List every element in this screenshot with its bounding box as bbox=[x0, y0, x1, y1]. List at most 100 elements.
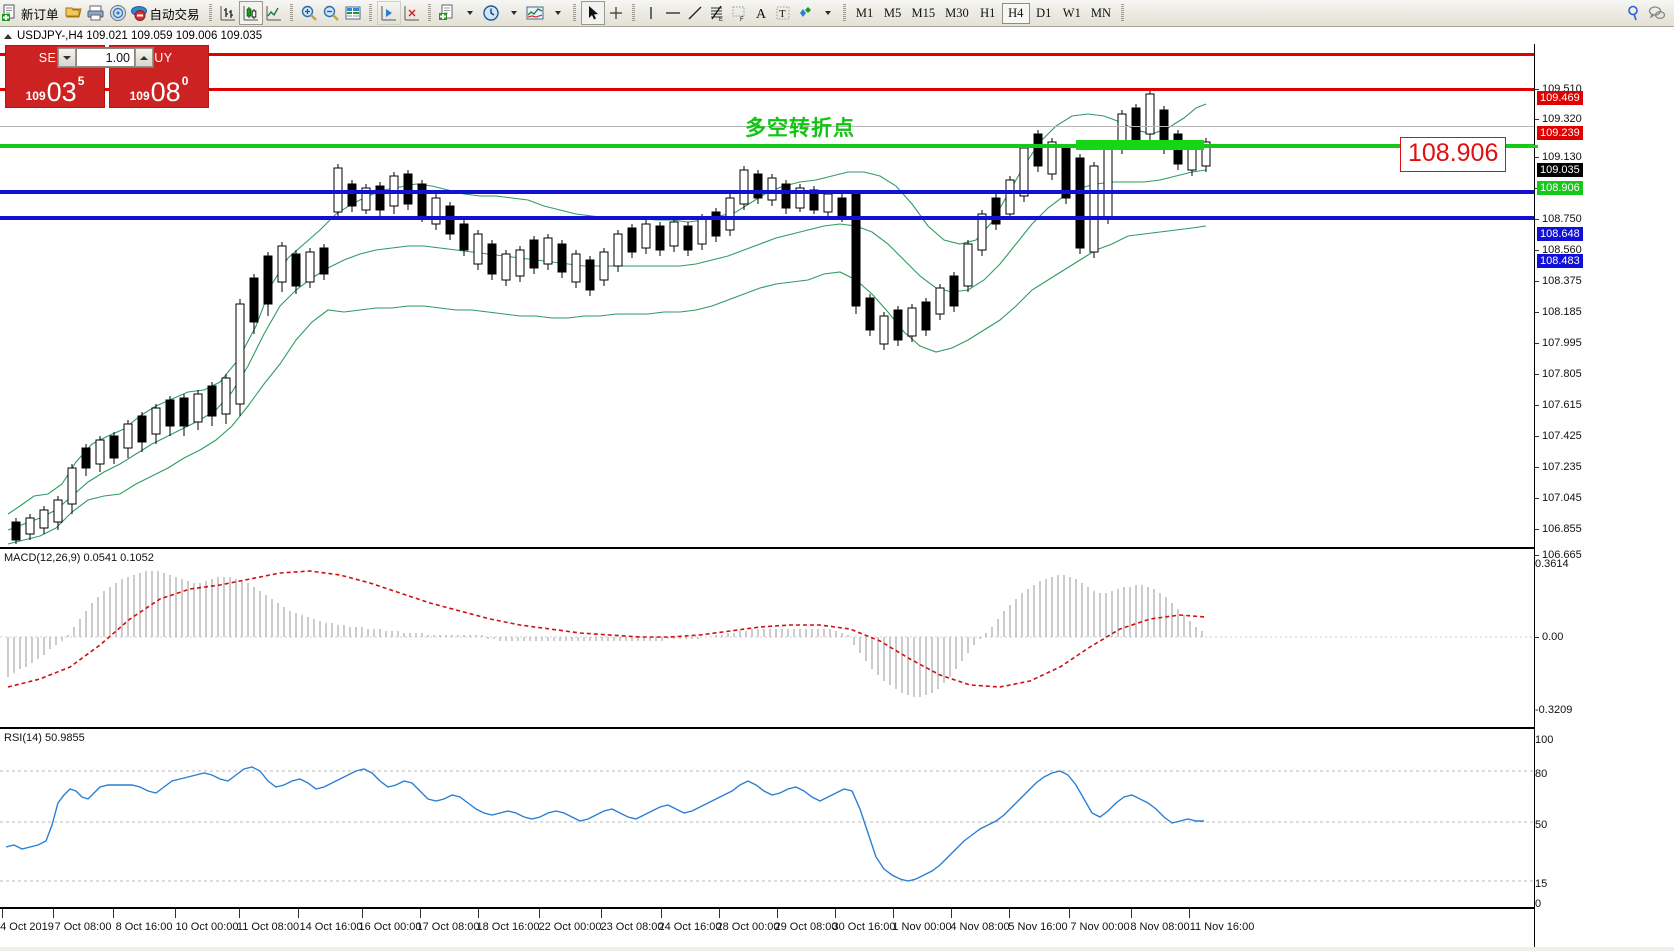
candle bbox=[235, 299, 245, 416]
support-line-1[interactable] bbox=[0, 190, 1534, 194]
templates-dropdown[interactable] bbox=[458, 1, 480, 25]
timeframe-h1[interactable]: H1 bbox=[980, 5, 996, 20]
toolbar-separator bbox=[1119, 3, 1126, 23]
support-2-price[interactable]: 108.483 bbox=[1537, 254, 1583, 268]
rsi-pane[interactable]: RSI(14) 50.9855 bbox=[0, 728, 1534, 908]
resistance-2-price[interactable]: 109.239 bbox=[1537, 126, 1583, 140]
bar-chart-button[interactable] bbox=[217, 1, 239, 25]
toolbar-separator bbox=[207, 3, 214, 23]
text-button[interactable]: T bbox=[772, 1, 794, 25]
timeframe-w1[interactable]: W1 bbox=[1062, 5, 1081, 20]
candle bbox=[1061, 144, 1071, 204]
resistance-line-1[interactable] bbox=[0, 53, 1534, 56]
cursor-button[interactable] bbox=[580, 1, 605, 25]
timeframe-mn[interactable]: MN bbox=[1090, 5, 1111, 20]
trendline-button[interactable] bbox=[684, 1, 706, 25]
search-button[interactable] bbox=[1624, 1, 1646, 25]
indicators-button[interactable] bbox=[524, 1, 546, 25]
zoom-out-button[interactable] bbox=[320, 1, 342, 25]
data-window-button[interactable] bbox=[342, 1, 364, 25]
pivot-zone-highlight[interactable] bbox=[1076, 140, 1204, 150]
candle bbox=[1075, 154, 1085, 254]
buy-button[interactable]: BUY 109 08 0 bbox=[109, 45, 209, 108]
macd-tick: 0.3614 bbox=[1535, 558, 1569, 570]
pivot-line[interactable] bbox=[0, 144, 1534, 148]
candle bbox=[151, 404, 161, 444]
toolbar-separator bbox=[288, 3, 295, 23]
crosshair-button[interactable] bbox=[605, 1, 627, 25]
chat-button[interactable] bbox=[1646, 1, 1668, 25]
period-button[interactable] bbox=[480, 1, 502, 25]
toolbar-separator bbox=[367, 3, 374, 23]
macd-pane[interactable]: MACD(12,26,9) 0.0541 0.1052 bbox=[0, 548, 1534, 728]
price-callout[interactable]: 108.906 bbox=[1400, 137, 1507, 172]
support-1-price[interactable]: 108.648 bbox=[1537, 227, 1583, 241]
current-price[interactable]: 109.035 bbox=[1537, 163, 1583, 177]
signals-icon bbox=[109, 5, 126, 21]
candle bbox=[179, 394, 189, 436]
autotrading-button[interactable]: 自动交易 bbox=[129, 1, 204, 25]
indicators-dropdown[interactable] bbox=[546, 1, 568, 25]
support-line-2[interactable] bbox=[0, 216, 1534, 220]
candle bbox=[613, 230, 623, 272]
signals-button[interactable] bbox=[107, 1, 129, 25]
candle bbox=[907, 304, 917, 342]
horizontal-line-button[interactable] bbox=[662, 1, 684, 25]
macd-tick: 0.00 bbox=[1535, 631, 1563, 643]
print-button[interactable] bbox=[85, 1, 107, 25]
reversal-annotation[interactable]: 多空转折点 bbox=[745, 117, 855, 140]
period-dropdown[interactable] bbox=[502, 1, 524, 25]
volume-decrease-button[interactable] bbox=[58, 48, 76, 67]
timeframe-h4[interactable]: H4 bbox=[1001, 2, 1030, 24]
candle bbox=[585, 256, 595, 296]
collapse-icon[interactable] bbox=[4, 33, 12, 39]
one-click-trading-panel[interactable]: SELL 109 03 5 BUY 109 08 0 bbox=[5, 45, 210, 108]
current-price-line bbox=[0, 126, 1534, 127]
timeframe-m30[interactable]: M30 bbox=[945, 5, 969, 20]
macd-tick: -0.3209 bbox=[1535, 704, 1573, 716]
shapes-dropdown[interactable] bbox=[816, 1, 838, 25]
trendline-icon bbox=[688, 6, 701, 20]
candlestick-chart-button[interactable] bbox=[238, 1, 263, 25]
folder-button[interactable] bbox=[63, 1, 85, 25]
vertical-line-button[interactable] bbox=[640, 1, 662, 25]
timeframe-m1[interactable]: M1 bbox=[855, 5, 874, 20]
channel-button[interactable]: F bbox=[728, 1, 750, 25]
price-tick: 106.855 bbox=[1535, 523, 1582, 535]
candle bbox=[249, 274, 259, 334]
price-axis[interactable]: 109.510 109.320 109.130 108.940 108.750 … bbox=[1534, 44, 1674, 951]
auto-scroll-icon bbox=[404, 6, 419, 21]
new-order-button[interactable]: 新订单 bbox=[0, 1, 63, 25]
candle bbox=[39, 506, 49, 534]
fibonacci-icon: E bbox=[710, 5, 723, 22]
resistance-1-price[interactable]: 109.469 bbox=[1537, 91, 1583, 105]
line-chart-button[interactable] bbox=[263, 1, 285, 25]
time-axis[interactable]: 4 Oct 2019 7 Oct 08:00 8 Oct 16:00 10 Oc… bbox=[0, 908, 1534, 951]
chart-shift-button[interactable] bbox=[376, 1, 401, 25]
candle bbox=[725, 194, 735, 236]
volume-stepper[interactable]: 1.00 bbox=[57, 47, 154, 68]
time-label: 18 Oct 16:00 bbox=[476, 921, 540, 933]
timeframe-m15[interactable]: M15 bbox=[911, 5, 936, 20]
resistance-line-2[interactable] bbox=[0, 88, 1534, 91]
shapes-button[interactable] bbox=[794, 1, 816, 25]
zoom-in-icon bbox=[301, 5, 317, 21]
time-label: 14 Oct 16:00 bbox=[299, 921, 363, 933]
volume-input[interactable]: 1.00 bbox=[76, 48, 135, 67]
candle bbox=[193, 390, 203, 430]
templates-button[interactable] bbox=[436, 1, 458, 25]
price-pane[interactable]: 多空转折点 bbox=[0, 44, 1534, 548]
volume-increase-button[interactable] bbox=[135, 48, 153, 67]
text-label-button[interactable]: A bbox=[750, 1, 772, 25]
price-tick: 108.375 bbox=[1535, 275, 1582, 287]
rsi-tick: 80 bbox=[1535, 768, 1548, 780]
timeframe-d1[interactable]: D1 bbox=[1036, 5, 1052, 20]
candle bbox=[109, 432, 119, 464]
macd-chart-svg bbox=[0, 570, 1534, 697]
shapes-icon bbox=[799, 7, 811, 17]
auto-scroll-button[interactable] bbox=[401, 1, 423, 25]
fibonacci-button[interactable]: E bbox=[706, 1, 728, 25]
pivot-price[interactable]: 108.906 bbox=[1537, 181, 1583, 195]
timeframe-m5[interactable]: M5 bbox=[883, 5, 902, 20]
zoom-in-button[interactable] bbox=[298, 1, 320, 25]
